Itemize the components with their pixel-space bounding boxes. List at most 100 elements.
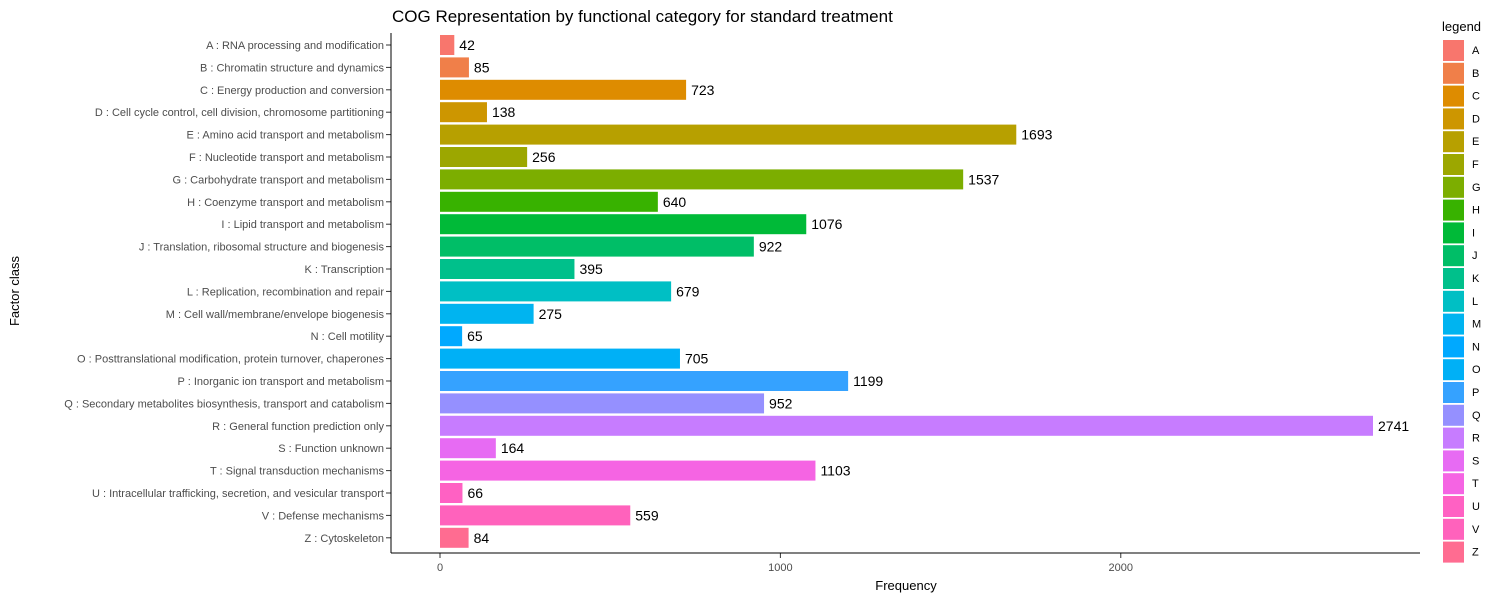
bar-C xyxy=(440,79,687,100)
legend-swatch-M xyxy=(1443,313,1464,335)
x-axis-ticks: 0 1000 2000 xyxy=(437,553,1133,574)
category-label-O: O : Posttranslational modification, prot… xyxy=(77,354,384,366)
value-label-K: 395 xyxy=(579,261,603,277)
legend-swatch-E xyxy=(1443,131,1464,153)
legend-label-K: K xyxy=(1472,273,1480,285)
category-labels: A : RNA processing and modification B : C… xyxy=(64,40,391,545)
legend-label-N: N xyxy=(1472,341,1480,353)
bar-F xyxy=(440,147,528,167)
legend-swatch-U xyxy=(1443,496,1464,517)
value-label-G: 1537 xyxy=(968,171,999,187)
category-label-L: L : Replication, recombination and repai… xyxy=(187,286,384,298)
category-label-S: S : Function unknown xyxy=(278,443,384,455)
legend-swatch-Q xyxy=(1443,404,1464,426)
category-label-R: R : General function prediction only xyxy=(212,421,384,433)
x-axis-title: Frequency xyxy=(875,578,937,593)
legend-label-V: V xyxy=(1472,524,1480,536)
category-label-M: M : Cell wall/membrane/envelope biogenes… xyxy=(166,309,385,321)
legend-swatch-Z xyxy=(1443,541,1464,563)
legend-label-U: U xyxy=(1472,501,1480,513)
category-label-J: J : Translation, ribosomal structure and… xyxy=(139,242,385,254)
chart-title: COG Representation by functional categor… xyxy=(392,7,893,26)
legend-swatch-L xyxy=(1443,290,1464,312)
legend-label-Z: Z xyxy=(1472,547,1479,559)
value-labels: 42 85 723 138 1693 256 1537 640 1076 922 395 679 275… xyxy=(459,37,1409,546)
value-label-E: 1693 xyxy=(1021,127,1052,143)
category-label-G: G : Carbohydrate transport and metabolis… xyxy=(172,174,384,186)
legend-swatch-C xyxy=(1443,85,1464,107)
legend-swatch-K xyxy=(1443,268,1464,289)
value-label-L: 679 xyxy=(676,283,700,299)
bar-S xyxy=(440,438,496,459)
legend-label-F: F xyxy=(1472,159,1479,171)
category-label-A: A : RNA processing and modification xyxy=(206,40,384,52)
category-label-C: C : Energy production and conversion xyxy=(200,85,384,97)
bar-H xyxy=(440,191,658,212)
legend-title: legend xyxy=(1442,19,1481,34)
legend-label-P: P xyxy=(1472,387,1479,399)
value-label-I: 1076 xyxy=(811,216,842,232)
value-label-V: 559 xyxy=(635,507,659,523)
bar-N xyxy=(440,326,463,347)
value-label-T: 1103 xyxy=(820,463,850,479)
bar-T xyxy=(440,460,816,481)
category-label-Q: Q : Secondary metabolites biosynthesis, … xyxy=(64,398,384,410)
category-label-D: D : Cell cycle control, cell division, c… xyxy=(95,107,384,119)
value-label-N: 65 xyxy=(467,328,483,344)
bar-V xyxy=(440,505,631,526)
legend-label-Q: Q xyxy=(1472,410,1481,422)
bar-D xyxy=(440,102,487,123)
value-label-B: 85 xyxy=(474,59,490,75)
legend-label-E: E xyxy=(1472,136,1479,148)
value-label-C: 723 xyxy=(691,82,715,98)
legend-swatch-R xyxy=(1443,427,1464,449)
bar-P xyxy=(440,371,849,391)
value-label-A: 42 xyxy=(459,37,475,53)
category-label-U: U : Intracellular trafficking, secretion… xyxy=(92,488,384,500)
bar-U xyxy=(440,483,463,503)
bar-O xyxy=(440,348,680,369)
value-label-O: 705 xyxy=(685,351,709,367)
legend-swatch-O xyxy=(1443,359,1464,381)
value-label-R: 2741 xyxy=(1378,418,1409,434)
legend-swatch-D xyxy=(1443,108,1464,130)
category-label-K: K : Transcription xyxy=(305,264,384,276)
bar-K xyxy=(440,259,575,279)
legend-label-H: H xyxy=(1472,205,1480,217)
bar-A xyxy=(440,35,455,55)
category-label-Z: Z : Cytoskeleton xyxy=(305,533,384,545)
bar-R xyxy=(440,415,1373,436)
legend-label-I: I xyxy=(1472,227,1475,239)
bar-I xyxy=(440,214,807,235)
legend-label-R: R xyxy=(1472,433,1480,445)
bar-E xyxy=(440,124,1017,145)
value-label-M: 275 xyxy=(539,306,563,322)
category-label-F: F : Nucleotide transport and metabolism xyxy=(189,152,384,164)
category-label-P: P : Inorganic ion transport and metaboli… xyxy=(178,376,384,388)
legend-label-B: B xyxy=(1472,68,1479,80)
value-label-Z: 84 xyxy=(474,530,490,546)
legend-swatch-G xyxy=(1443,176,1464,198)
legend-swatch-N xyxy=(1443,336,1464,358)
bar-J xyxy=(440,236,754,257)
category-label-N: N : Cell motility xyxy=(311,331,385,343)
legend-label-A: A xyxy=(1472,45,1480,57)
category-label-E: E : Amino acid transport and metabolism xyxy=(187,130,384,142)
value-label-D: 138 xyxy=(492,104,516,120)
legend-label-M: M xyxy=(1472,319,1481,331)
legend-label-G: G xyxy=(1472,182,1481,194)
legend-swatch-J xyxy=(1443,245,1464,267)
value-label-Q: 952 xyxy=(769,395,793,411)
legend-swatch-P xyxy=(1443,382,1464,403)
value-label-F: 256 xyxy=(532,149,556,165)
value-label-S: 164 xyxy=(501,440,525,456)
bar-G xyxy=(440,169,964,190)
bar-L xyxy=(440,281,672,302)
value-label-U: 66 xyxy=(467,485,483,501)
legend-swatch-A xyxy=(1443,40,1464,61)
legend-label-L: L xyxy=(1472,296,1478,308)
x-tick-label-2000: 2000 xyxy=(1109,562,1133,574)
value-label-J: 922 xyxy=(759,239,783,255)
